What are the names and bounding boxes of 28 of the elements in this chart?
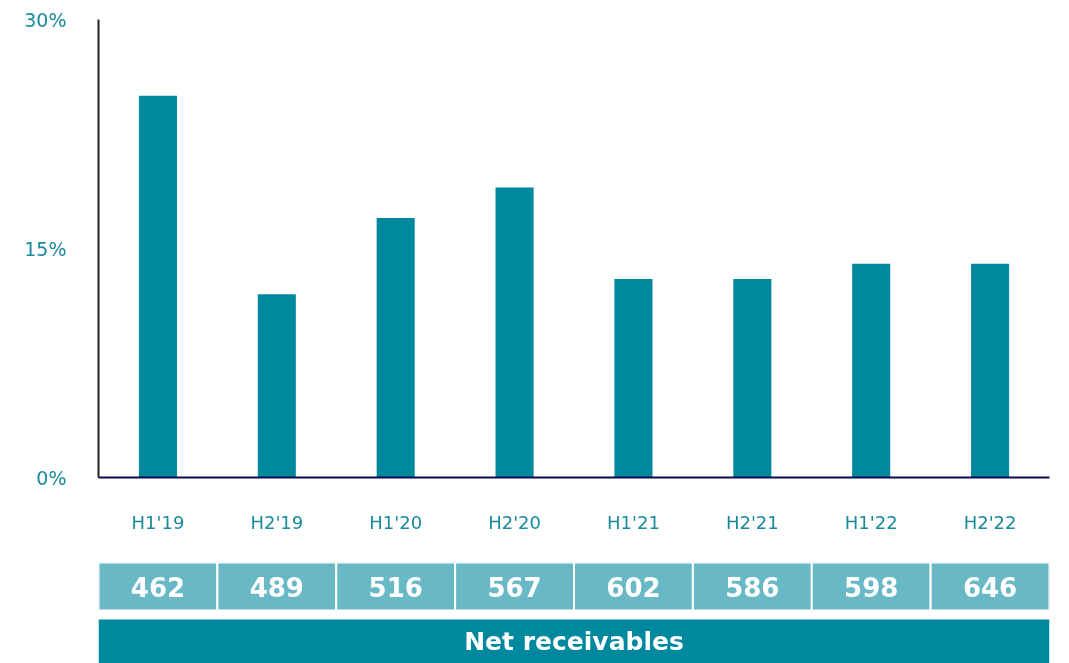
y-tick-label: 0%	[36, 466, 67, 489]
x-tick-label: H2'20	[488, 511, 541, 533]
x-tick-label: H1'22	[844, 511, 898, 533]
bar	[614, 279, 653, 478]
y-tick-label: 15%	[24, 237, 67, 260]
bar	[852, 263, 891, 478]
x-tick-label: H2'21	[725, 511, 779, 533]
text: Net receivables	[464, 627, 684, 656]
data-label: 489	[249, 572, 304, 603]
bar	[257, 294, 296, 478]
data-label: 602	[606, 572, 661, 603]
bar	[376, 217, 415, 478]
x-tick-label: H2'19	[250, 511, 304, 533]
y-tick-label: 30%	[24, 8, 67, 31]
data-label: 462	[130, 572, 186, 603]
x-tick-label: H1'19	[131, 511, 185, 533]
x-tick-label: H2'22	[963, 511, 1017, 533]
bar	[138, 95, 177, 478]
data-label: 646	[962, 572, 1018, 603]
bar	[971, 263, 1010, 478]
bar	[495, 187, 534, 478]
x-tick-label: H1'21	[607, 511, 660, 533]
x-tick-label: H1'20	[369, 511, 423, 533]
data-label: 586	[725, 572, 780, 603]
data-label: 567	[487, 572, 542, 603]
bar	[733, 279, 772, 478]
data-label: 598	[844, 572, 899, 603]
data-label: 516	[368, 572, 423, 603]
